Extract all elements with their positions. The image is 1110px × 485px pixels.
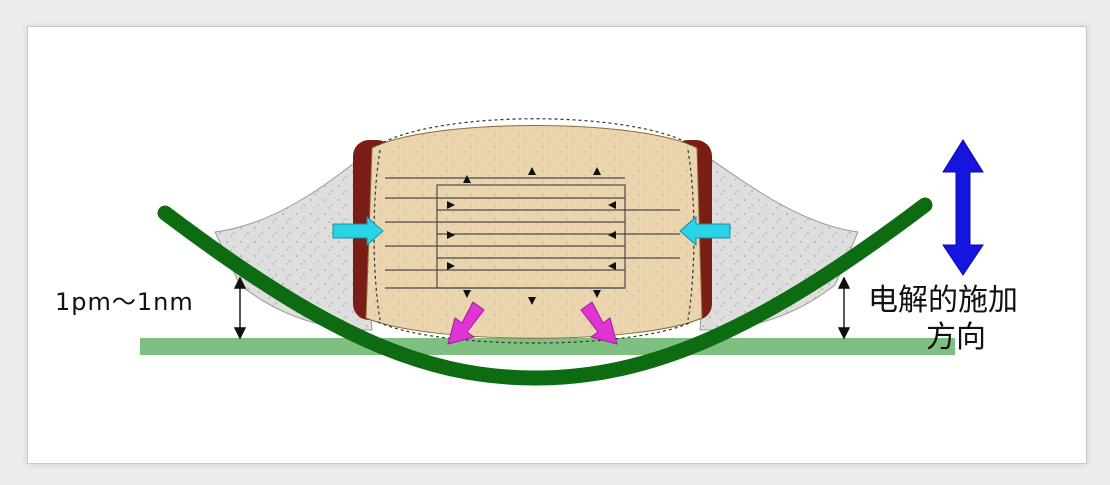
internal-stress-arrows bbox=[447, 167, 616, 305]
capacitor-body bbox=[365, 125, 703, 339]
bent-board-curve bbox=[157, 197, 933, 386]
arrow-left-icon bbox=[679, 215, 731, 247]
arrow-right-icon bbox=[332, 215, 384, 247]
arrow-down-icon bbox=[580, 301, 618, 345]
gap-dimension-right bbox=[837, 276, 851, 340]
direction-label-line2: 方向 bbox=[926, 320, 986, 355]
direction-label-line1: 电解的施加 bbox=[868, 283, 1018, 318]
gap-dimension-left bbox=[233, 276, 247, 340]
internal-electrodes bbox=[385, 177, 680, 289]
solder-fillet-left bbox=[214, 159, 373, 331]
bulge-outline-bottom bbox=[377, 321, 693, 344]
substrate-strip bbox=[140, 338, 955, 355]
arrow-updown-icon bbox=[942, 139, 984, 276]
gap-label: 1pm～1nm bbox=[55, 288, 194, 316]
arrow-down-icon bbox=[447, 301, 485, 345]
